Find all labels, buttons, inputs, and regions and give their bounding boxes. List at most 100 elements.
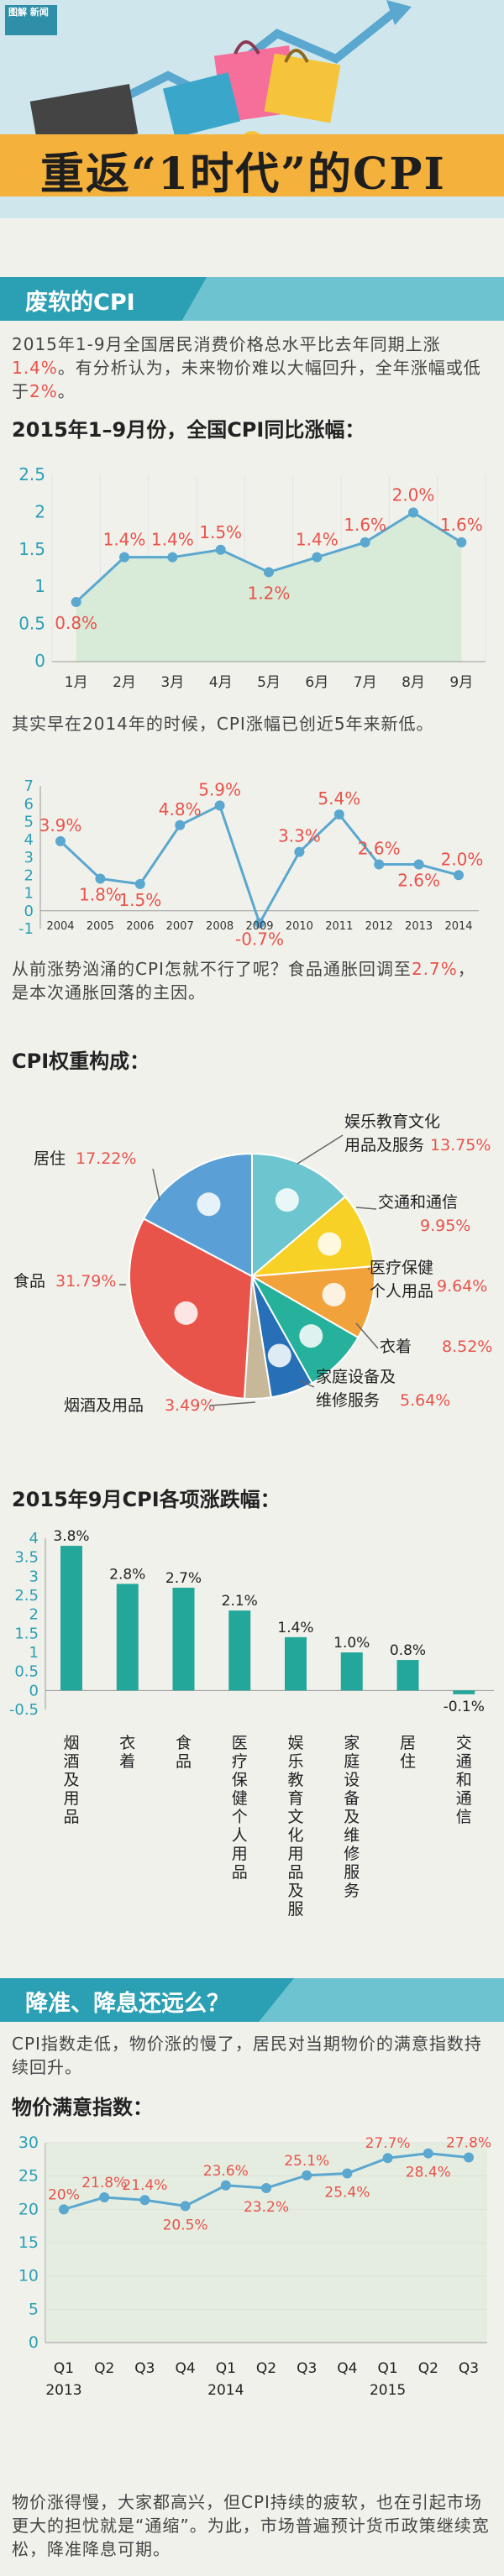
y-tick-label: 10 <box>18 2267 39 2285</box>
y-tick-label: 1 <box>29 1644 39 1662</box>
x-tick-char: 和 <box>456 1771 472 1789</box>
section-title: 降准、降息还远么？ <box>25 1991 229 2017</box>
satisfaction-paragraph: CPI指数走低，物价涨的慢了，居民对当期物价的满意指数持续回升。 <box>12 2034 482 2077</box>
paragraph-2014: 其实早在2014年的时候，CPI涨幅已创近5年来新低。 <box>12 714 434 734</box>
x-tick-char: 用 <box>287 1845 303 1863</box>
leader-line <box>367 1267 370 1270</box>
title-band <box>0 134 504 196</box>
x-tick-char: 通 <box>456 1789 472 1808</box>
data-point <box>312 552 323 563</box>
data-label: 21.8% <box>81 2175 127 2191</box>
x-tick-char: 教 <box>287 1771 303 1789</box>
pie-slice <box>249 1265 375 1339</box>
area-fill <box>76 512 462 662</box>
tv-icon <box>267 1343 291 1368</box>
x-tick-label: 2012 <box>365 920 393 933</box>
data-label: 27.8% <box>446 2134 491 2151</box>
hero-banner: 图解 新闻 重返“1时代”的CPI <box>0 0 504 218</box>
medical-kit-icon <box>322 1282 346 1306</box>
data-point <box>333 809 344 819</box>
x-tick-label: Q3 <box>134 2360 155 2377</box>
x-tick-char: 娱 <box>287 1734 303 1752</box>
x-tick-char: 品 <box>176 1752 192 1771</box>
leader-line <box>152 1168 160 1202</box>
phone-icon <box>318 1232 342 1256</box>
page-title: 重返“1时代”的CPI <box>40 149 446 200</box>
y-tick-label: 2 <box>24 867 34 884</box>
data-label: 2.6% <box>397 871 440 891</box>
intro-paragraph: 2015年1-9月全国居民消费价格总水平比去年同期上涨1.4%。有分析认为，未来… <box>12 334 481 401</box>
y-tick-label: 2 <box>34 501 45 521</box>
data-label: 1.4% <box>296 530 339 550</box>
x-tick-char: 乐 <box>287 1752 303 1771</box>
data-point <box>99 2192 110 2203</box>
data-label: 3.9% <box>39 815 82 835</box>
data-label: 23.6% <box>203 2163 249 2180</box>
x-tick-char: 品 <box>232 1863 248 1882</box>
x-tick-label: 2006 <box>126 920 154 933</box>
hero-illustration <box>29 0 412 167</box>
data-label: 1.6% <box>344 515 386 535</box>
slice-label: 个人用品 <box>370 1282 433 1301</box>
x-tick-label: 2013 <box>405 920 433 933</box>
x-tick-char: 健 <box>232 1789 248 1808</box>
x-tick-label: Q2 <box>418 2360 438 2377</box>
x-tick-label: Q2 <box>94 2360 114 2377</box>
chart4-title: 2015年9月CPI各项涨跌幅： <box>12 1488 281 1511</box>
data-point <box>134 878 145 889</box>
x-tick-label: 9月 <box>449 674 473 691</box>
data-point <box>456 537 467 547</box>
y-tick-label: 0.5 <box>14 1663 39 1681</box>
section-tab <box>0 1978 294 2022</box>
data-label: 2.8% <box>109 1566 145 1583</box>
slice-value: 31.79% <box>55 1272 116 1291</box>
x-tick-char: 庭 <box>344 1752 360 1771</box>
pie-slice <box>142 1152 253 1278</box>
x-tick-char: 用 <box>232 1845 248 1863</box>
x-tick-char: 品 <box>63 1808 79 1826</box>
x-tick-char: 衣 <box>119 1734 135 1752</box>
x-tick-label: Q2 <box>256 2360 276 2377</box>
data-label: 23.2% <box>244 2199 289 2216</box>
bar <box>172 1587 195 1691</box>
x-tick-char: 用 <box>63 1789 79 1808</box>
slice-value: 9.95% <box>420 1217 470 1235</box>
y-tick-label: 2 <box>29 1606 39 1624</box>
slice-value: 13.75% <box>430 1136 491 1154</box>
slice-label: 食品 <box>13 1272 45 1291</box>
pie-slice <box>249 1195 375 1278</box>
x-tick-char: 修 <box>344 1845 360 1863</box>
data-label: 1.5% <box>118 890 161 910</box>
x-tick-char: 医 <box>232 1734 248 1752</box>
slice-label: 娱乐教育文化 <box>344 1113 440 1131</box>
data-point <box>95 873 106 884</box>
data-label: 1.0% <box>333 1635 370 1652</box>
x-tick-char: 及 <box>287 1882 303 1900</box>
x-tick-label: Q3 <box>297 2360 317 2377</box>
bar <box>60 1546 82 1691</box>
data-label: 3.8% <box>53 1528 89 1545</box>
x-tick-char: 务 <box>344 1882 360 1900</box>
y-tick-label: 1.5 <box>18 539 45 559</box>
data-label: 25.1% <box>284 2153 329 2170</box>
tshirt-icon <box>299 1324 323 1348</box>
data-point <box>255 918 265 929</box>
data-label: 2.0% <box>441 849 484 869</box>
x-tick-label: 1月 <box>65 674 88 691</box>
y-tick-label: 2.5 <box>14 1587 39 1605</box>
slice-value: 9.64% <box>437 1277 487 1296</box>
slice-label: 维修服务 <box>316 1391 380 1410</box>
data-point <box>342 2168 353 2179</box>
data-point <box>423 2148 433 2159</box>
x-tick-char: 信 <box>456 1808 472 1826</box>
y-tick-label: -0.5 <box>9 1701 39 1719</box>
pie-slice <box>251 1152 347 1279</box>
y-tick-label: 0 <box>29 1682 39 1699</box>
leader-line <box>209 1401 256 1406</box>
data-label: 1.2% <box>248 583 291 603</box>
x-tick-label: 3月 <box>160 674 184 691</box>
bar <box>453 1690 475 1694</box>
x-tick-char: 维 <box>344 1826 360 1845</box>
